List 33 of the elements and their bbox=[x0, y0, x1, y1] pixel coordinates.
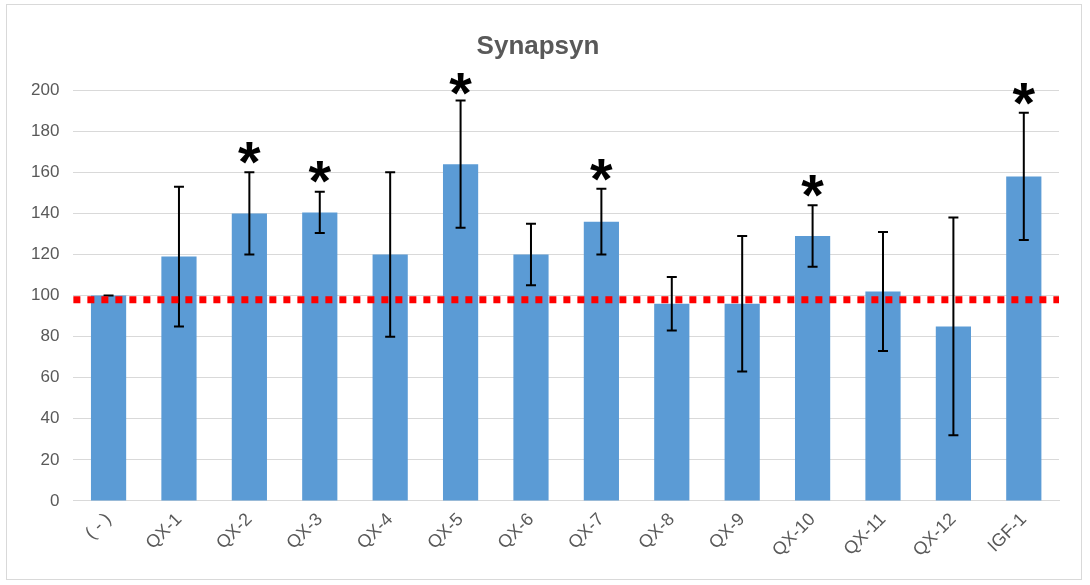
bar bbox=[583, 221, 619, 501]
annotation: * bbox=[1012, 69, 1036, 135]
bar bbox=[442, 164, 479, 501]
y-tick-label: 200 bbox=[30, 79, 60, 99]
bar bbox=[302, 212, 338, 501]
bar bbox=[513, 254, 549, 501]
y-tick-label: 100 bbox=[30, 285, 60, 305]
annotation: * bbox=[238, 129, 262, 195]
bar bbox=[865, 291, 901, 501]
chart-title: Synapsyn bbox=[476, 29, 600, 60]
bar bbox=[654, 303, 690, 501]
bar bbox=[935, 326, 971, 501]
bar bbox=[90, 295, 127, 501]
y-tick-label: 160 bbox=[30, 162, 60, 182]
y-tick-label: 180 bbox=[30, 120, 60, 140]
bar bbox=[794, 236, 831, 501]
x-tick-label: ( - ) bbox=[80, 508, 115, 543]
bar bbox=[231, 213, 267, 501]
bar bbox=[372, 254, 408, 501]
bar bbox=[161, 256, 197, 501]
y-tick-label: 80 bbox=[40, 326, 60, 346]
annotation: * bbox=[449, 59, 473, 125]
annotation: * bbox=[590, 145, 614, 211]
y-tick-label: 140 bbox=[30, 203, 60, 223]
annotation: * bbox=[801, 162, 825, 228]
bar bbox=[1006, 176, 1042, 501]
y-tick-label: 20 bbox=[40, 449, 60, 469]
bar bbox=[724, 303, 760, 501]
y-tick-label: 120 bbox=[30, 244, 60, 264]
y-tick-label: 60 bbox=[40, 367, 60, 387]
y-tick-label: 40 bbox=[40, 408, 60, 428]
y-tick-label: 0 bbox=[49, 490, 60, 510]
annotation: * bbox=[308, 147, 332, 213]
